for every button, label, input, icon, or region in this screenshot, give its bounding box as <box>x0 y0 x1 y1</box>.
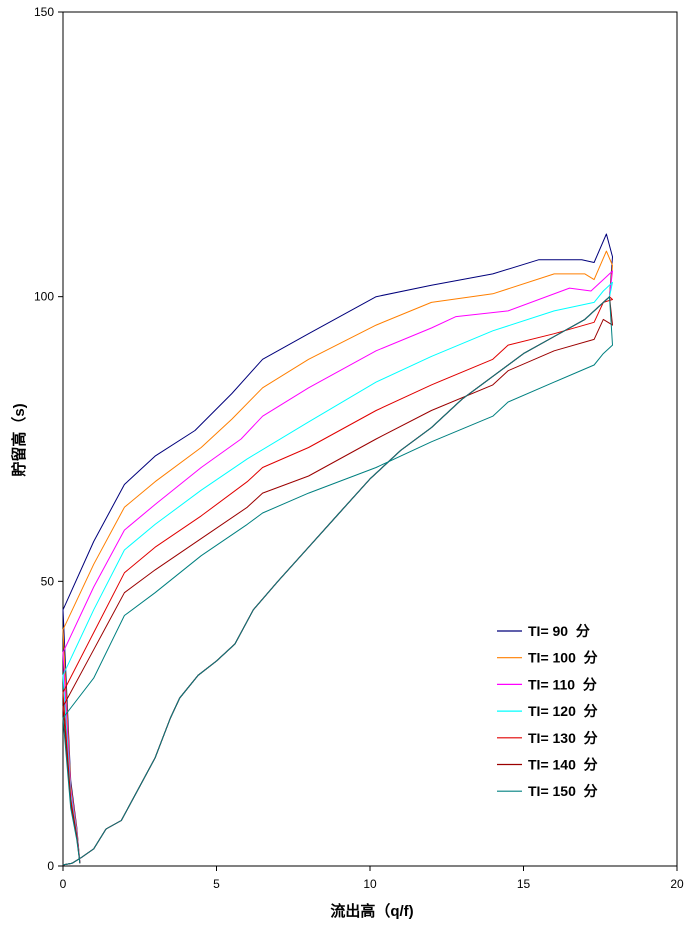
y-tick-label: 0 <box>47 859 54 873</box>
legend-entry-1: TI= 90 分 <box>528 623 590 639</box>
x-tick-label: 10 <box>363 877 377 891</box>
y-tick-label: 50 <box>41 574 55 588</box>
y-axis-label: 貯留高（s) <box>10 403 28 476</box>
y-tick-label: 150 <box>34 5 54 19</box>
y-tick-label: 100 <box>34 290 54 304</box>
legend: TI= 90 分 TI= 100 分 TI= 110 分 TI= 120 分 TI= 1… <box>497 623 598 799</box>
series-layer <box>62 233 613 866</box>
x-axis-label: 流出高（q/f) <box>330 902 413 920</box>
legend-entry-3: TI= 110 分 <box>528 676 597 692</box>
legend-entry-5: TI= 130 分 <box>528 730 598 746</box>
x-tick-label: 5 <box>213 877 220 891</box>
legend-entry-2: TI= 100 分 <box>528 650 598 666</box>
legend-entry-6: TI= 140 分 <box>528 757 598 773</box>
legend-entry-7: TI= 150 分 <box>528 783 598 799</box>
x-tick-label: 20 <box>670 877 684 891</box>
x-tick-label: 0 <box>60 877 67 891</box>
tick-layer: 0 5 10 15 20 0 50 100 150 <box>34 5 684 891</box>
plot-area <box>62 11 678 867</box>
series-line-7 <box>62 296 613 866</box>
x-tick-label: 15 <box>517 877 531 891</box>
legend-entry-4: TI= 120 分 <box>528 703 598 719</box>
